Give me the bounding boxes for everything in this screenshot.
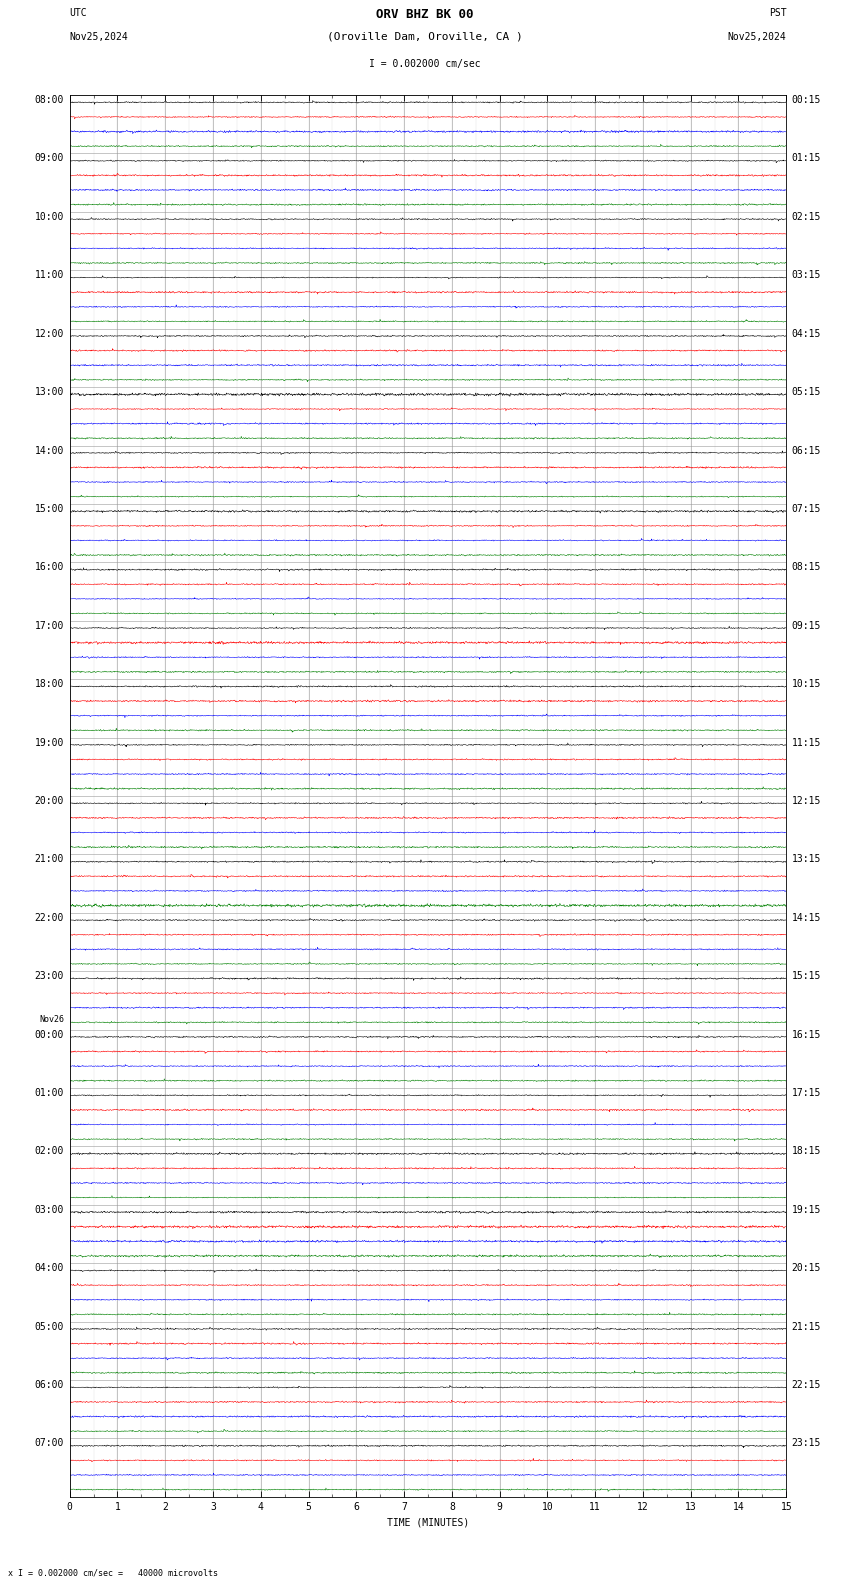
Text: 09:15: 09:15 — [792, 621, 821, 630]
Text: PST: PST — [768, 8, 786, 17]
Text: ORV BHZ BK 00: ORV BHZ BK 00 — [377, 8, 473, 21]
X-axis label: TIME (MINUTES): TIME (MINUTES) — [387, 1517, 469, 1527]
Text: 00:00: 00:00 — [35, 1030, 64, 1039]
Text: 01:00: 01:00 — [35, 1088, 64, 1098]
Text: 06:15: 06:15 — [792, 445, 821, 456]
Text: 20:15: 20:15 — [792, 1264, 821, 1274]
Text: 00:15: 00:15 — [792, 95, 821, 105]
Text: 12:15: 12:15 — [792, 797, 821, 806]
Text: 23:00: 23:00 — [35, 971, 64, 980]
Text: 04:00: 04:00 — [35, 1264, 64, 1274]
Text: 08:15: 08:15 — [792, 562, 821, 572]
Text: 14:00: 14:00 — [35, 445, 64, 456]
Text: 16:15: 16:15 — [792, 1030, 821, 1039]
Text: 13:15: 13:15 — [792, 854, 821, 865]
Text: 10:00: 10:00 — [35, 212, 64, 222]
Text: 06:00: 06:00 — [35, 1380, 64, 1391]
Text: 08:00: 08:00 — [35, 95, 64, 105]
Text: 11:15: 11:15 — [792, 738, 821, 748]
Text: 01:15: 01:15 — [792, 154, 821, 163]
Text: 13:00: 13:00 — [35, 386, 64, 398]
Text: 19:00: 19:00 — [35, 738, 64, 748]
Text: 14:15: 14:15 — [792, 912, 821, 923]
Text: 05:15: 05:15 — [792, 386, 821, 398]
Text: 15:00: 15:00 — [35, 504, 64, 513]
Text: 03:00: 03:00 — [35, 1205, 64, 1215]
Text: 22:15: 22:15 — [792, 1380, 821, 1391]
Text: 19:15: 19:15 — [792, 1205, 821, 1215]
Text: 04:15: 04:15 — [792, 329, 821, 339]
Text: I = 0.002000 cm/sec: I = 0.002000 cm/sec — [369, 59, 481, 68]
Text: 21:00: 21:00 — [35, 854, 64, 865]
Text: 17:15: 17:15 — [792, 1088, 821, 1098]
Text: 02:00: 02:00 — [35, 1147, 64, 1156]
Text: 05:00: 05:00 — [35, 1321, 64, 1332]
Text: 02:15: 02:15 — [792, 212, 821, 222]
Text: (Oroville Dam, Oroville, CA ): (Oroville Dam, Oroville, CA ) — [327, 32, 523, 41]
Text: 12:00: 12:00 — [35, 329, 64, 339]
Text: 07:00: 07:00 — [35, 1438, 64, 1448]
Text: 18:15: 18:15 — [792, 1147, 821, 1156]
Text: 21:15: 21:15 — [792, 1321, 821, 1332]
Text: 17:00: 17:00 — [35, 621, 64, 630]
Text: 22:00: 22:00 — [35, 912, 64, 923]
Text: 16:00: 16:00 — [35, 562, 64, 572]
Text: Nov26: Nov26 — [39, 1015, 64, 1023]
Text: 11:00: 11:00 — [35, 271, 64, 280]
Text: 07:15: 07:15 — [792, 504, 821, 513]
Text: x I = 0.002000 cm/sec =   40000 microvolts: x I = 0.002000 cm/sec = 40000 microvolts — [8, 1568, 218, 1578]
Text: 18:00: 18:00 — [35, 680, 64, 689]
Text: 03:15: 03:15 — [792, 271, 821, 280]
Text: 23:15: 23:15 — [792, 1438, 821, 1448]
Text: 10:15: 10:15 — [792, 680, 821, 689]
Text: 09:00: 09:00 — [35, 154, 64, 163]
Text: 20:00: 20:00 — [35, 797, 64, 806]
Text: Nov25,2024: Nov25,2024 — [728, 32, 786, 41]
Text: Nov25,2024: Nov25,2024 — [70, 32, 128, 41]
Text: 15:15: 15:15 — [792, 971, 821, 980]
Text: UTC: UTC — [70, 8, 88, 17]
